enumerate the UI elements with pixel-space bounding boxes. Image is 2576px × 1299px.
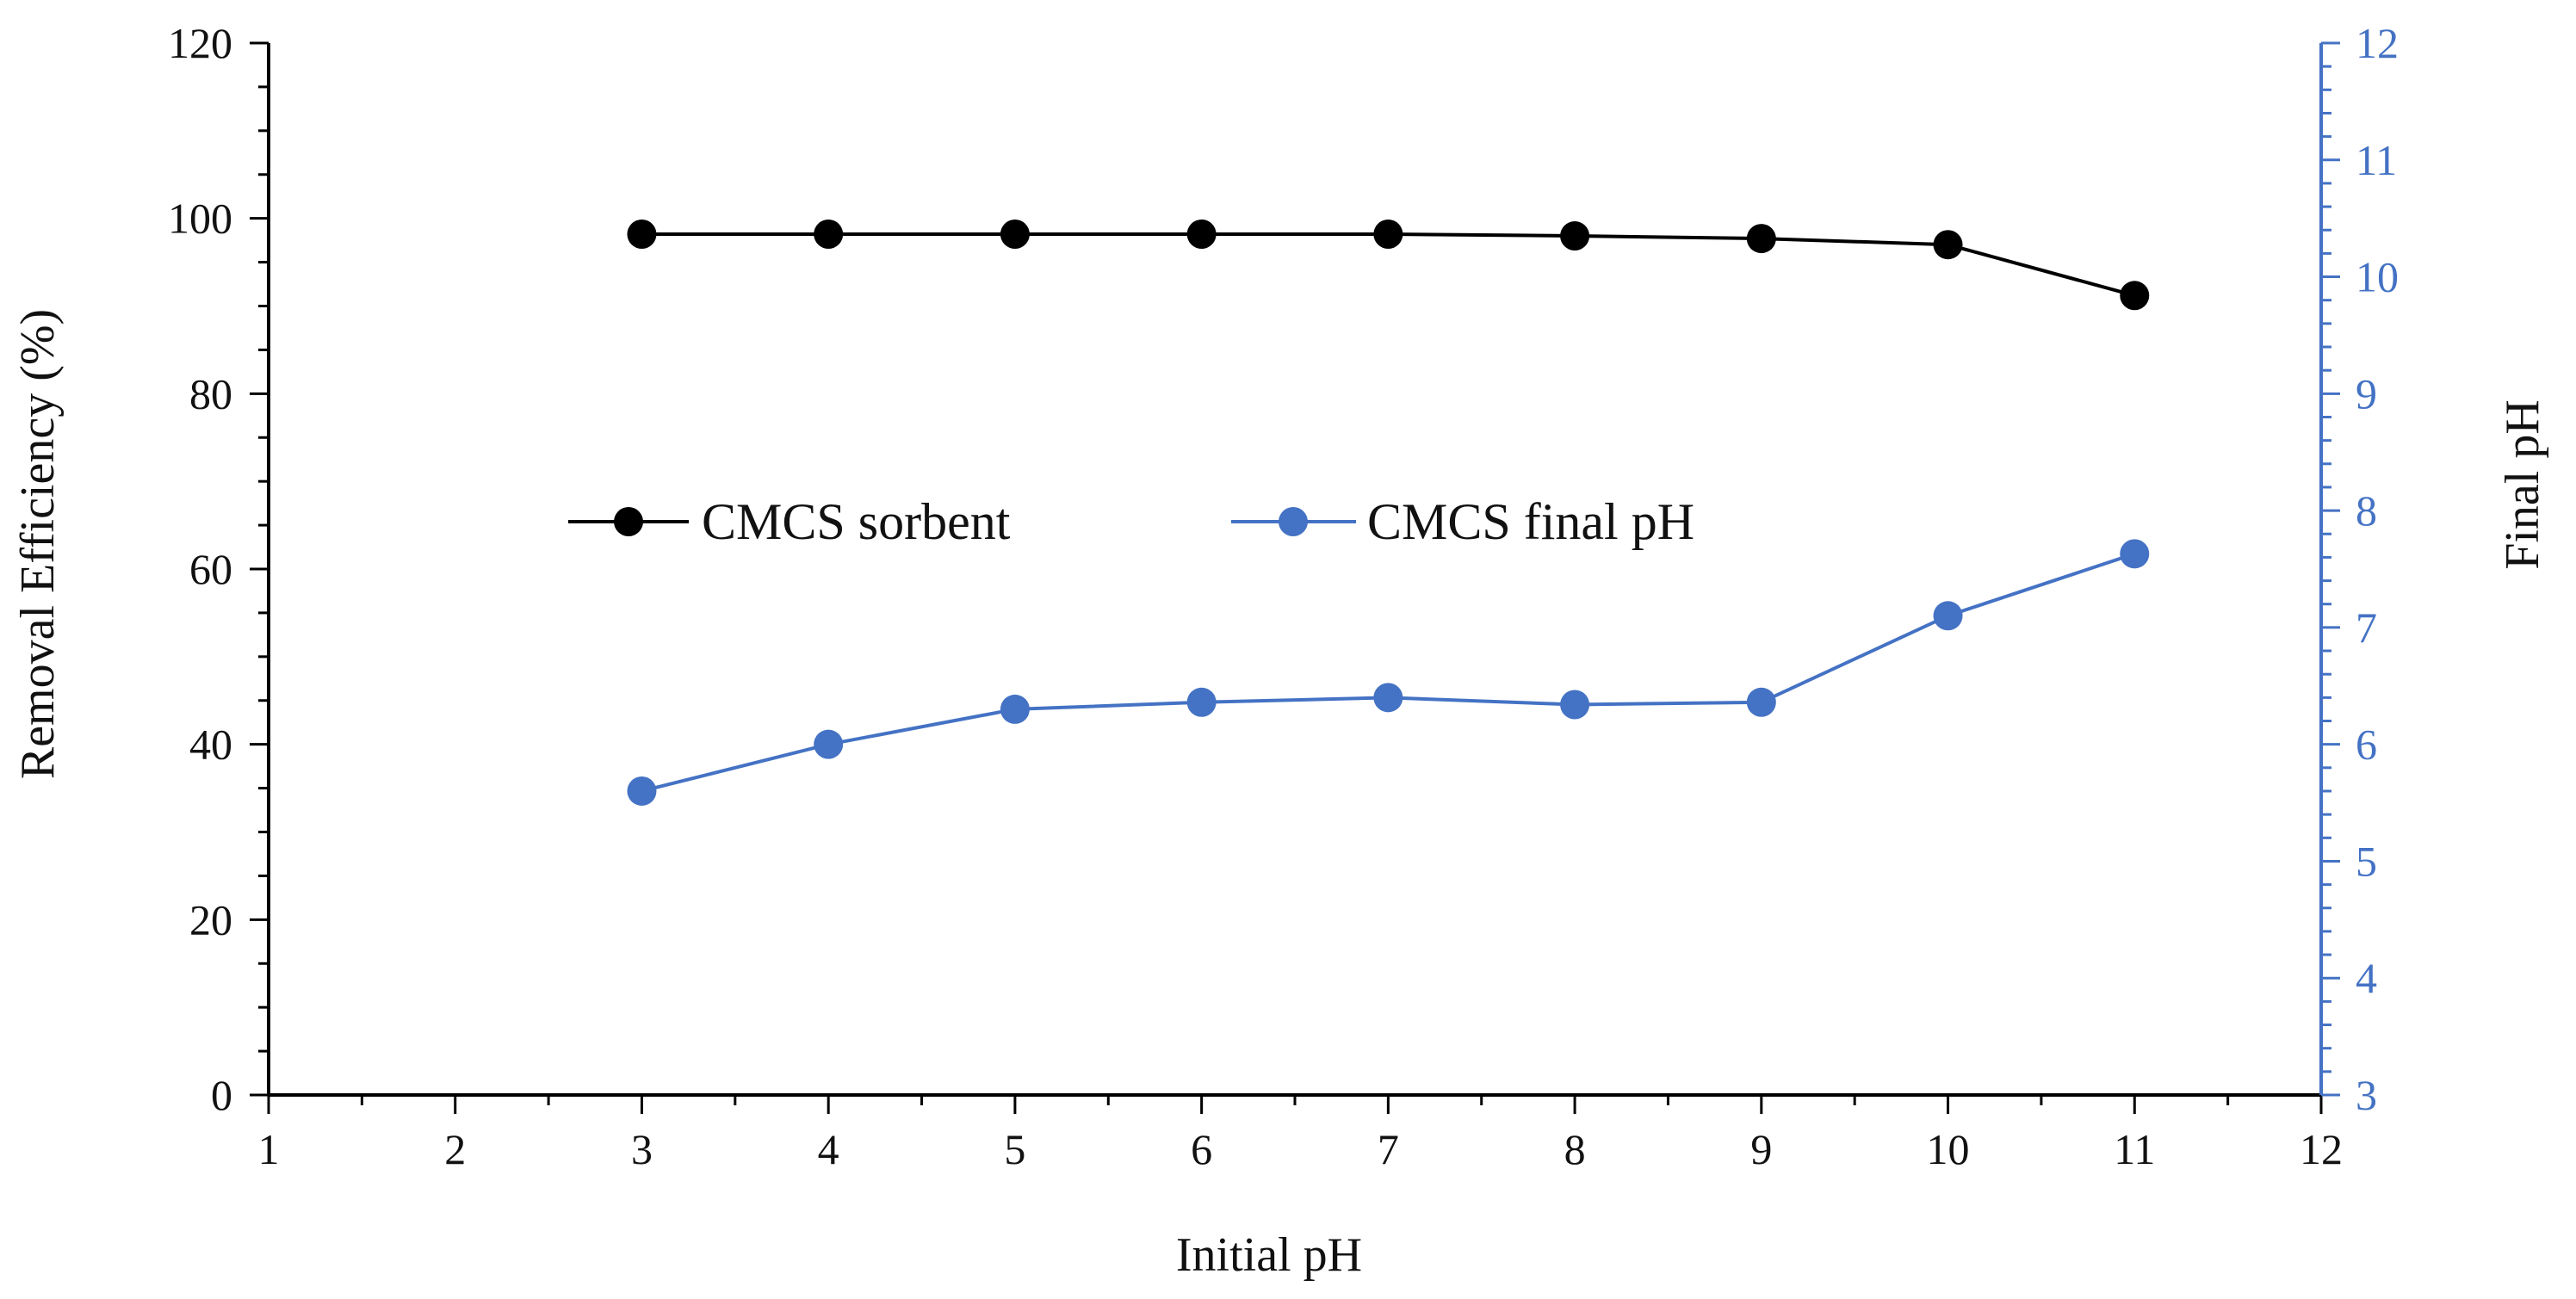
- x-axis-title: Initial pH: [1176, 1228, 1362, 1282]
- series-group: [627, 219, 2150, 806]
- y-right-tick-label: 10: [2356, 253, 2399, 301]
- axes-group: [267, 43, 2323, 1097]
- x-tick-label: 7: [1378, 1125, 1399, 1173]
- y-left-tick-label: 120: [168, 19, 232, 67]
- y-right-tick-label: 8: [2356, 486, 2377, 535]
- y-axis-right-title: Final pH: [2496, 399, 2549, 570]
- y-left-tick-label: 100: [168, 195, 232, 243]
- y-right-tick-label: 9: [2356, 369, 2377, 418]
- y-right-tick-label: 3: [2356, 1071, 2377, 1119]
- legend-label-sorbent: CMCS sorbent: [702, 493, 1011, 550]
- x-tick-label: 6: [1191, 1125, 1212, 1173]
- y-right-tick-label: 6: [2356, 721, 2377, 769]
- x-tick-label: 3: [631, 1125, 653, 1173]
- y-left-tick-label: 40: [189, 721, 232, 769]
- data-point-sorbent: [1560, 221, 1590, 251]
- data-point-final-ph: [1186, 687, 1217, 717]
- y-left-tick-label: 20: [189, 895, 232, 943]
- data-point-final-ph: [1000, 694, 1030, 724]
- y-axis-left-title: Removal Efficiency (%): [11, 309, 65, 779]
- data-point-sorbent: [1186, 219, 1217, 249]
- y-right-tick-label: 5: [2356, 837, 2377, 885]
- x-tick-label: 4: [818, 1125, 839, 1173]
- data-point-final-ph: [1933, 601, 1963, 631]
- x-tick-label: 1: [258, 1125, 280, 1173]
- y-left-tick-label: 80: [189, 369, 232, 418]
- legend: CMCS sorbent CMCS final pH: [568, 493, 1694, 550]
- x-tick-label: 10: [1927, 1125, 1970, 1173]
- legend-marker-sorbent: [614, 507, 643, 536]
- data-point-final-ph: [2120, 539, 2150, 569]
- x-tick-label: 11: [2114, 1125, 2155, 1173]
- series-line-final-ph: [641, 552, 2135, 793]
- data-point-final-ph: [627, 776, 657, 806]
- x-tick-label: 9: [1750, 1125, 1772, 1173]
- y-right-tick-label: 11: [2356, 136, 2397, 184]
- data-point-sorbent: [2120, 281, 2150, 311]
- data-point-final-ph: [1373, 683, 1403, 713]
- ticks-group: 1 2 3 4 5 6 7 8 9 10 11 120204060801001203456789101…: [168, 19, 2399, 1173]
- y-left-tick-label: 60: [189, 545, 232, 593]
- y-right-tick-label: 7: [2356, 603, 2377, 652]
- legend-marker-final-ph: [1279, 507, 1308, 536]
- x-tick-label: 12: [2300, 1125, 2343, 1173]
- data-point-sorbent: [814, 219, 844, 249]
- data-point-sorbent: [627, 219, 657, 249]
- y-left-tick-label: 0: [211, 1071, 232, 1119]
- data-point-final-ph: [1746, 687, 1776, 717]
- x-tick-label: 5: [1004, 1125, 1025, 1173]
- x-tick-label: 8: [1564, 1125, 1586, 1173]
- data-point-sorbent: [1933, 230, 1963, 260]
- data-point-final-ph: [814, 729, 844, 759]
- y-right-tick-label: 12: [2356, 19, 2399, 67]
- x-tick-label: 2: [444, 1125, 466, 1173]
- legend-label-final-ph: CMCS final pH: [1367, 493, 1694, 550]
- y-right-tick-label: 4: [2356, 954, 2377, 1002]
- data-point-final-ph: [1560, 690, 1590, 720]
- data-point-sorbent: [1000, 219, 1030, 249]
- data-point-sorbent: [1373, 219, 1403, 249]
- data-point-sorbent: [1746, 224, 1776, 254]
